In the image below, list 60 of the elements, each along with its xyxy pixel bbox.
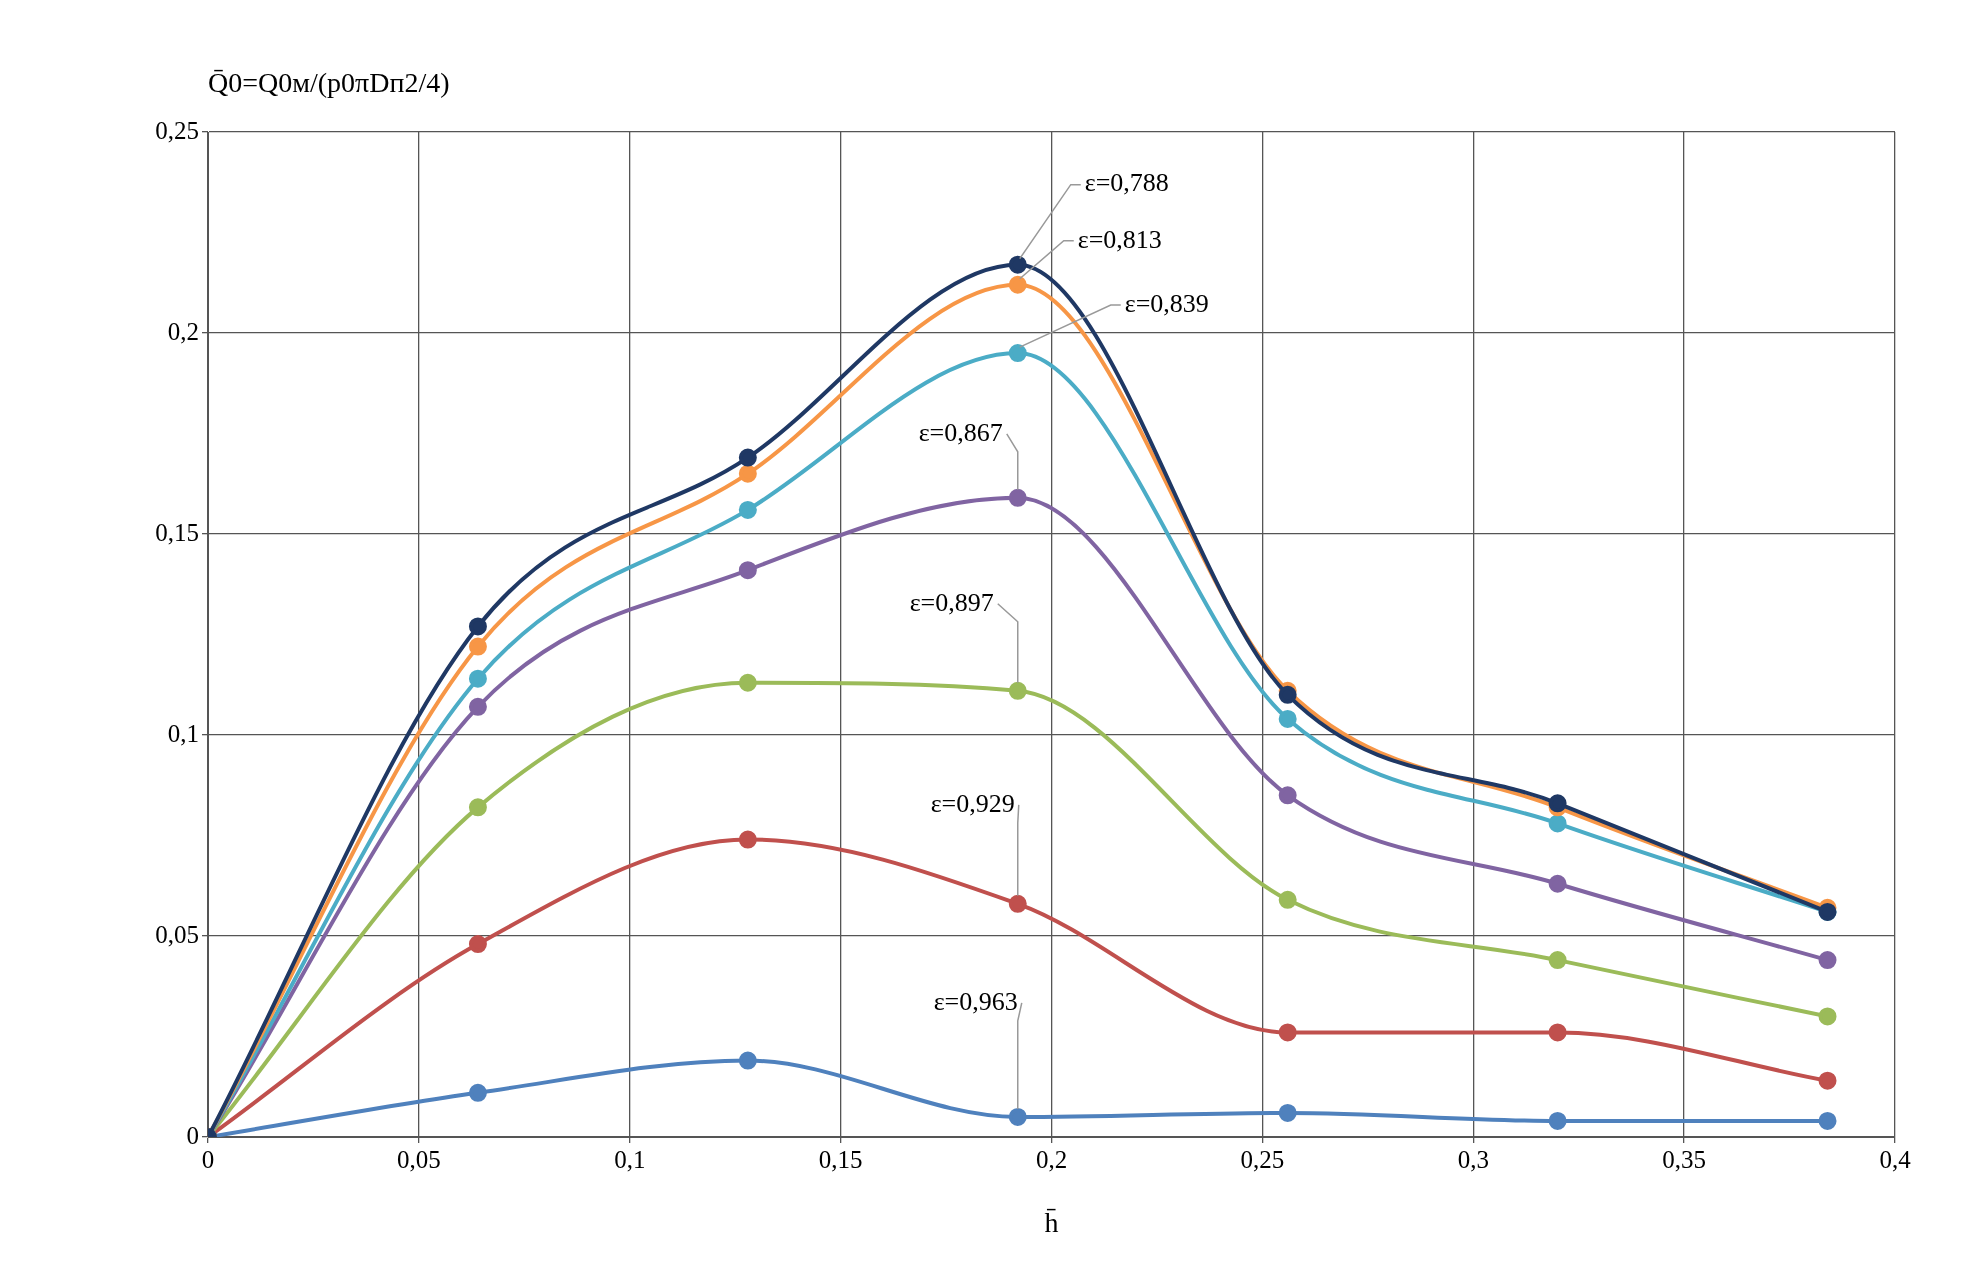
- point: [738, 1051, 757, 1070]
- point: [1278, 1023, 1297, 1042]
- point: [1008, 1107, 1027, 1126]
- point: [738, 448, 757, 467]
- point: [1008, 255, 1027, 274]
- point: [468, 798, 487, 817]
- point: [738, 673, 757, 692]
- x-tick-label: 0,1: [614, 1145, 646, 1173]
- point: [1548, 874, 1567, 893]
- text: ε=0,929: [930, 788, 1015, 818]
- y-tick-label: 0,2: [167, 317, 199, 345]
- point: [1548, 951, 1567, 970]
- x-tick-label: 0,25: [1240, 1145, 1285, 1173]
- point: [1008, 275, 1027, 294]
- point: [1008, 344, 1027, 363]
- point: [738, 561, 757, 580]
- point: [1818, 1111, 1837, 1130]
- point: [1818, 951, 1837, 970]
- point: [1548, 1111, 1567, 1130]
- point: [1548, 794, 1567, 813]
- point: [1278, 1103, 1297, 1122]
- y-tick-label: 0,25: [155, 116, 199, 144]
- point: [738, 500, 757, 519]
- x-tick-label: 0,15: [818, 1145, 863, 1173]
- point: [468, 1083, 487, 1102]
- x-tick-label: 0,4: [1879, 1145, 1912, 1173]
- point: [468, 935, 487, 954]
- x-axis-title: h̄: [1044, 1207, 1059, 1238]
- point: [738, 830, 757, 849]
- text: ε=0,788: [1084, 168, 1169, 198]
- y-tick-label: 0: [186, 1121, 199, 1149]
- x-tick-label: 0,35: [1662, 1145, 1706, 1173]
- point: [1008, 488, 1027, 507]
- point: [1278, 685, 1297, 704]
- text: ε=0,963: [933, 986, 1018, 1016]
- y-axis-title: Q̄0=Q0м/(p0πDп2/4): [208, 67, 450, 98]
- y-tick-label: 0,1: [167, 719, 199, 747]
- x-tick-label: 0,3: [1457, 1145, 1489, 1173]
- x-tick-label: 0,2: [1035, 1145, 1068, 1173]
- point: [1008, 681, 1027, 700]
- text: ε=0,813: [1077, 224, 1162, 254]
- point: [1278, 786, 1297, 805]
- point: [1548, 1023, 1567, 1042]
- series-label: ε=0,867: [918, 417, 1003, 447]
- point: [468, 637, 487, 656]
- point: [468, 669, 487, 688]
- point: [468, 697, 487, 716]
- text: ε=0,897: [909, 587, 994, 617]
- point: [1818, 1007, 1837, 1026]
- y-tick-label: 0,15: [155, 518, 199, 546]
- point: [1818, 1071, 1837, 1090]
- point: [1278, 709, 1297, 728]
- text: ε=0,839: [1124, 288, 1209, 318]
- point: [738, 464, 757, 483]
- point: [1008, 894, 1027, 913]
- point: [1278, 890, 1297, 909]
- point: [468, 617, 487, 636]
- point: [1548, 814, 1567, 833]
- x-tick-label: 0,05: [397, 1145, 441, 1173]
- y-tick-label: 0,05: [155, 920, 199, 948]
